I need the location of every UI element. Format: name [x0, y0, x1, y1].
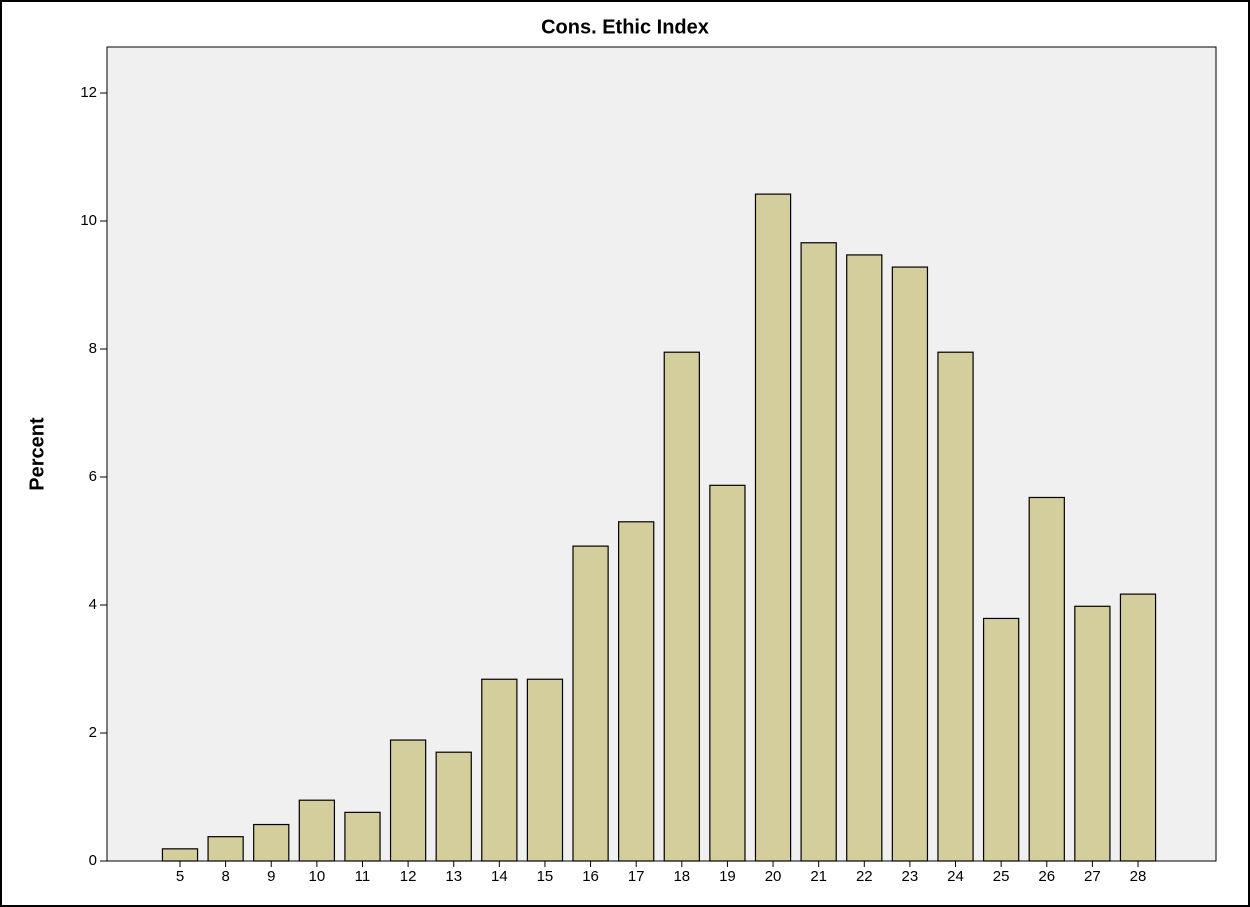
y-tick-label: 2	[89, 724, 97, 741]
y-tick-label: 8	[89, 340, 97, 357]
x-tick-label: 11	[355, 868, 371, 885]
x-tick-label: 28	[1130, 868, 1147, 885]
bar	[937, 351, 974, 862]
x-tick-label: 9	[267, 868, 275, 885]
x-tick-label: 22	[856, 868, 873, 885]
x-tick-label: 14	[491, 868, 508, 885]
bar	[618, 521, 655, 862]
bar	[435, 751, 472, 862]
y-tick-label: 4	[89, 596, 97, 613]
y-tick-label: 10	[80, 212, 97, 229]
x-tick-label: 8	[221, 868, 229, 885]
bar	[344, 811, 381, 862]
y-tick-label: 12	[80, 84, 97, 101]
bar	[1074, 605, 1111, 862]
bar	[526, 678, 564, 862]
x-tick-label: 24	[947, 868, 964, 885]
bar	[891, 266, 929, 862]
bar	[1119, 593, 1157, 862]
x-tick-label: 27	[1084, 868, 1101, 885]
bar	[253, 823, 290, 862]
y-axis-label: Percent	[26, 417, 48, 491]
x-tick-label: 23	[902, 868, 919, 885]
bar	[572, 545, 609, 862]
x-tick-label: 10	[309, 868, 326, 885]
x-tick-label: 5	[176, 868, 184, 885]
x-tick-label: 17	[628, 868, 645, 885]
bar	[389, 739, 427, 862]
bar	[800, 242, 837, 862]
bar	[709, 484, 746, 862]
x-tick-label: 20	[765, 868, 782, 885]
bar	[982, 617, 1020, 862]
y-tick-label: 0	[89, 852, 97, 869]
bar	[1028, 496, 1065, 862]
bar	[207, 836, 244, 862]
bar	[481, 678, 518, 862]
bar	[846, 254, 883, 862]
y-tick-label: 6	[89, 468, 97, 485]
x-tick-label: 21	[810, 868, 827, 885]
x-tick-label: 25	[993, 868, 1010, 885]
bar	[663, 351, 700, 862]
x-tick-label: 16	[582, 868, 599, 885]
x-tick-label: 26	[1038, 868, 1055, 885]
bar	[298, 799, 336, 862]
chart-title: Cons. Ethic Index	[541, 16, 709, 38]
x-tick-label: 15	[537, 868, 554, 885]
x-tick-label: 12	[400, 868, 417, 885]
bar	[161, 848, 199, 862]
x-tick-label: 13	[445, 868, 462, 885]
bar	[754, 193, 792, 862]
x-tick-label: 19	[719, 868, 736, 885]
x-tick-label: 18	[673, 868, 690, 885]
